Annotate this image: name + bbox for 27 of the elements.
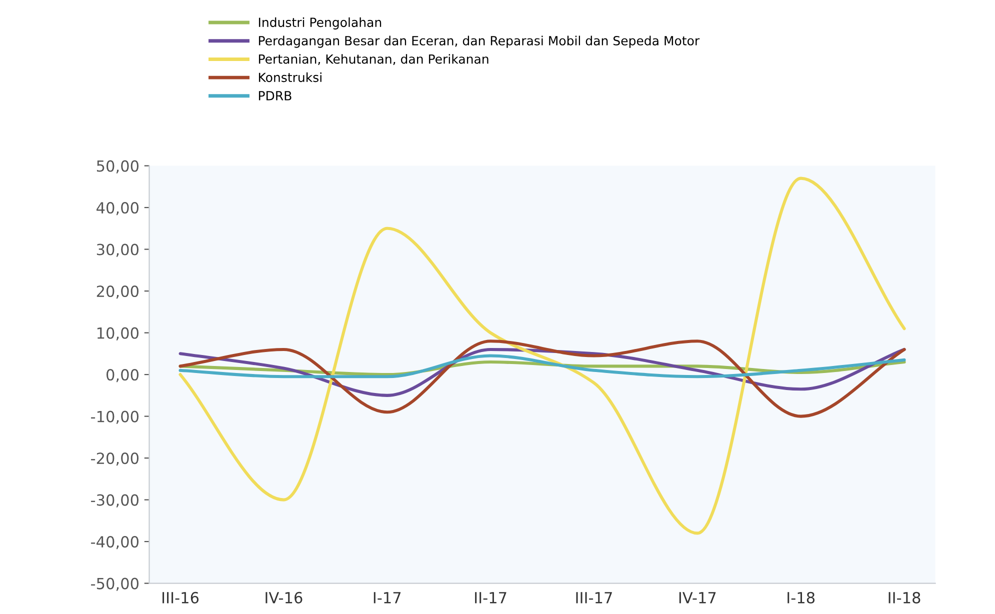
legend-label: Industri Pengolahan bbox=[258, 17, 382, 30]
x-tick-label: II-18 bbox=[888, 592, 920, 604]
y-tick-label: 10,00 bbox=[97, 327, 139, 340]
x-tick-label: IV-16 bbox=[266, 592, 302, 604]
legend-label: Pertanian, Kehutanan, dan Perikanan bbox=[258, 54, 488, 66]
y-tick-label: 50,00 bbox=[96, 160, 139, 174]
line-series bbox=[178, 176, 906, 535]
line-series bbox=[178, 354, 906, 378]
y-tick-label: 30,00 bbox=[96, 244, 139, 257]
y-tick-label: -20,00 bbox=[91, 452, 139, 466]
line-series bbox=[178, 340, 906, 418]
y-tick-label: -40,00 bbox=[91, 536, 139, 550]
y-tick-label: 0,00 bbox=[106, 369, 139, 382]
x-tick-label: III-16 bbox=[162, 592, 199, 604]
legend-label: Konstruksi bbox=[258, 72, 322, 82]
x-tick-label: IV-17 bbox=[679, 592, 716, 604]
y-tick-label: 40,00 bbox=[96, 202, 139, 216]
x-tick-label: II-17 bbox=[475, 592, 506, 604]
x-tick-label: I-18 bbox=[788, 592, 815, 604]
x-tick-label: III-17 bbox=[576, 592, 612, 604]
legend-label: PDRB bbox=[258, 91, 292, 100]
y-tick-label: 20,00 bbox=[96, 286, 139, 299]
legend-label: Perdagangan Besar dan Eceran, dan Reparasi Mobil dan Sepeda Motor bbox=[258, 36, 700, 48]
y-tick-label: -50,00 bbox=[91, 578, 139, 591]
x-tick-label: I-17 bbox=[374, 592, 401, 604]
y-tick-label: -10,00 bbox=[91, 410, 139, 424]
y-tick-label: -30,00 bbox=[91, 494, 139, 508]
